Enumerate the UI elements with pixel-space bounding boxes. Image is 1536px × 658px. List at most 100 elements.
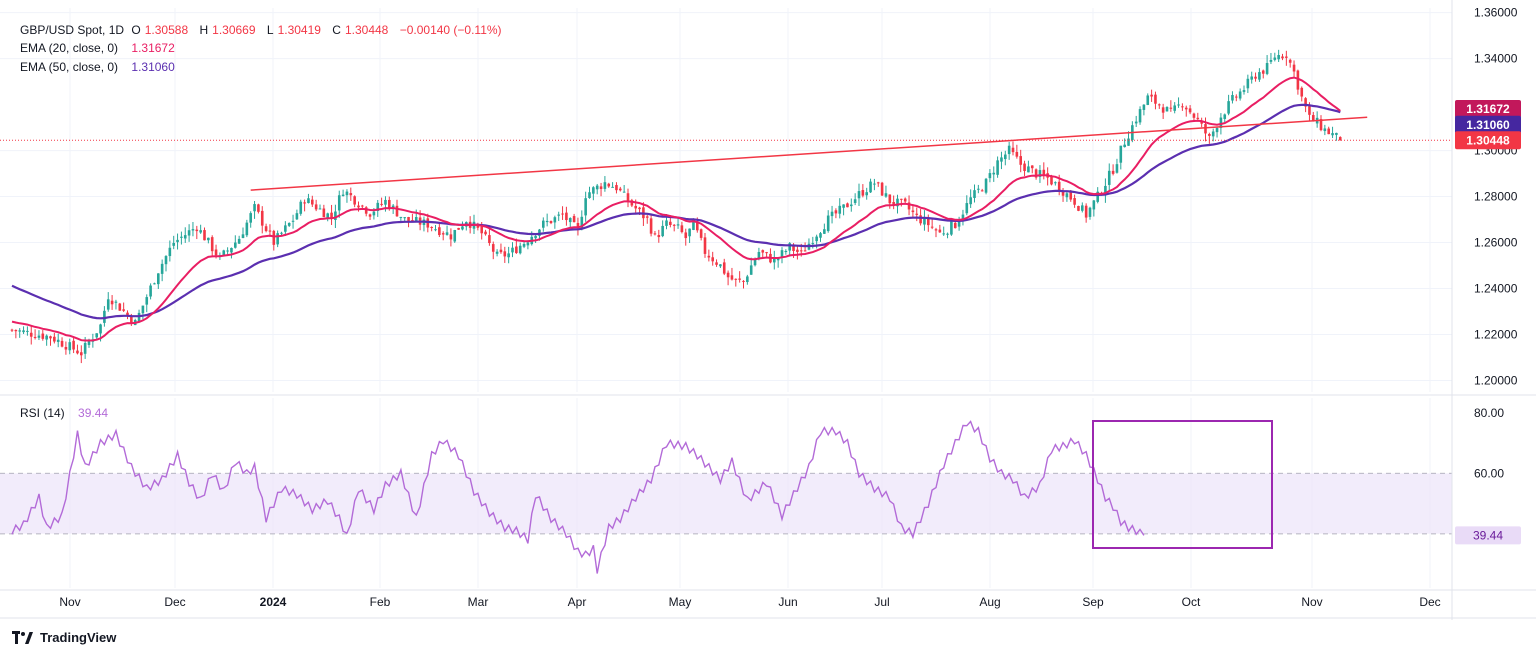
candle-body [907,202,911,210]
candle-body [1335,132,1338,135]
candle-body [876,182,880,184]
candle-body [965,203,969,214]
candle-body [557,214,560,216]
candle-body [511,247,514,253]
candle-body [1323,128,1327,132]
time-axis-label: 2024 [260,595,287,609]
candle-body [1123,144,1126,148]
candle-body [1246,78,1250,89]
candle-body [1169,107,1173,109]
time-axis-label: Oct [1182,595,1201,609]
candle-body [130,315,133,324]
candle-body [584,198,587,216]
candle-body [773,258,776,263]
candle-body [414,217,418,221]
candle-body [850,204,853,207]
candle-body [780,250,784,257]
tradingview-logo[interactable]: TradingView [12,630,116,645]
candle-body [114,301,118,303]
candle-body [187,230,191,236]
price-tag [1455,115,1521,134]
candle-body [311,199,314,205]
candle-body [969,197,972,205]
candle-body [1250,76,1253,80]
candle-body [930,226,934,228]
candle-body [923,217,926,225]
tradingview-name: TradingView [40,630,117,645]
candle-body [149,285,152,297]
candle-body [665,220,668,226]
candle-body [441,233,445,235]
price-tag [1455,131,1521,150]
candle-body [203,230,206,241]
price-tag-label: 1.31060 [1466,118,1510,132]
symbol-label: GBP/USD Spot, 1D [20,23,125,37]
candle-body [80,352,83,356]
candle-body [430,227,433,229]
candle-body [1261,70,1265,74]
candle-body [715,262,718,265]
candle-body [126,312,129,316]
candle-body [287,223,291,226]
candle-body [734,278,738,280]
candle-body [792,245,795,252]
candle-body [295,213,299,220]
candle-body [1211,131,1215,137]
candle-body [634,205,637,209]
candle-body [1107,170,1111,185]
candle-body [696,221,699,231]
rsi-tag-label: 39.44 [1473,528,1503,542]
time-axis-label: Jul [874,595,889,609]
candle-body [168,247,172,257]
candle-body [507,253,510,258]
ema50-legend: EMA (50, close, 0) 1.31060 [20,60,179,74]
candle-body [784,251,788,253]
candle-body [337,195,341,211]
candle-body [272,230,276,245]
candle-body [1038,170,1042,177]
low-value: 1.30419 [277,23,321,37]
time-axis-label: Nov [1301,595,1322,609]
candle-body [191,229,195,231]
candle-body [638,207,641,210]
candle-body [299,201,303,214]
candle-body [611,186,614,188]
tradingview-icon [12,631,33,644]
candle-body [1312,115,1315,122]
candle-body [938,229,942,233]
candle-body [1050,176,1053,185]
price-tag-label: 1.31672 [1466,102,1510,116]
candle-body [1184,107,1188,110]
candle-body [1254,76,1257,79]
candle-body [95,333,98,338]
time-axis-label: Dec [1419,595,1440,609]
time-axis-label: Sep [1082,595,1104,609]
candle-body [649,218,653,234]
candle-body [599,186,603,189]
candle-body [595,185,599,190]
candle-body [688,228,691,237]
candle-body [230,247,233,253]
rsi-axis-label: 60.00 [1474,466,1504,480]
candle-body [1015,151,1019,157]
candle-body [830,211,834,217]
candle-body [1273,57,1277,60]
candle-body [234,242,237,248]
ema20-line [11,76,1341,342]
candle-body [776,258,780,261]
candle-body [491,244,495,252]
candle-body [172,242,175,246]
candle-body [980,190,984,192]
candle-body [619,188,622,191]
candle-body [934,229,938,231]
candle-body [719,264,722,267]
candle-body [1173,105,1176,111]
candle-body [607,183,611,187]
candle-body [1281,56,1284,59]
candle-body [41,333,45,339]
candle-body [1258,72,1261,80]
open-label: O [131,23,141,37]
time-axis-label: Apr [568,595,587,609]
candle-body [1181,106,1184,108]
